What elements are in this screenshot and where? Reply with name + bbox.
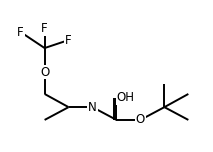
- Text: O: O: [40, 66, 49, 78]
- Text: F: F: [65, 34, 72, 47]
- Text: F: F: [17, 26, 24, 39]
- Text: OH: OH: [117, 92, 134, 104]
- Text: N: N: [88, 101, 97, 114]
- Text: F: F: [41, 22, 48, 35]
- Text: O: O: [136, 113, 145, 126]
